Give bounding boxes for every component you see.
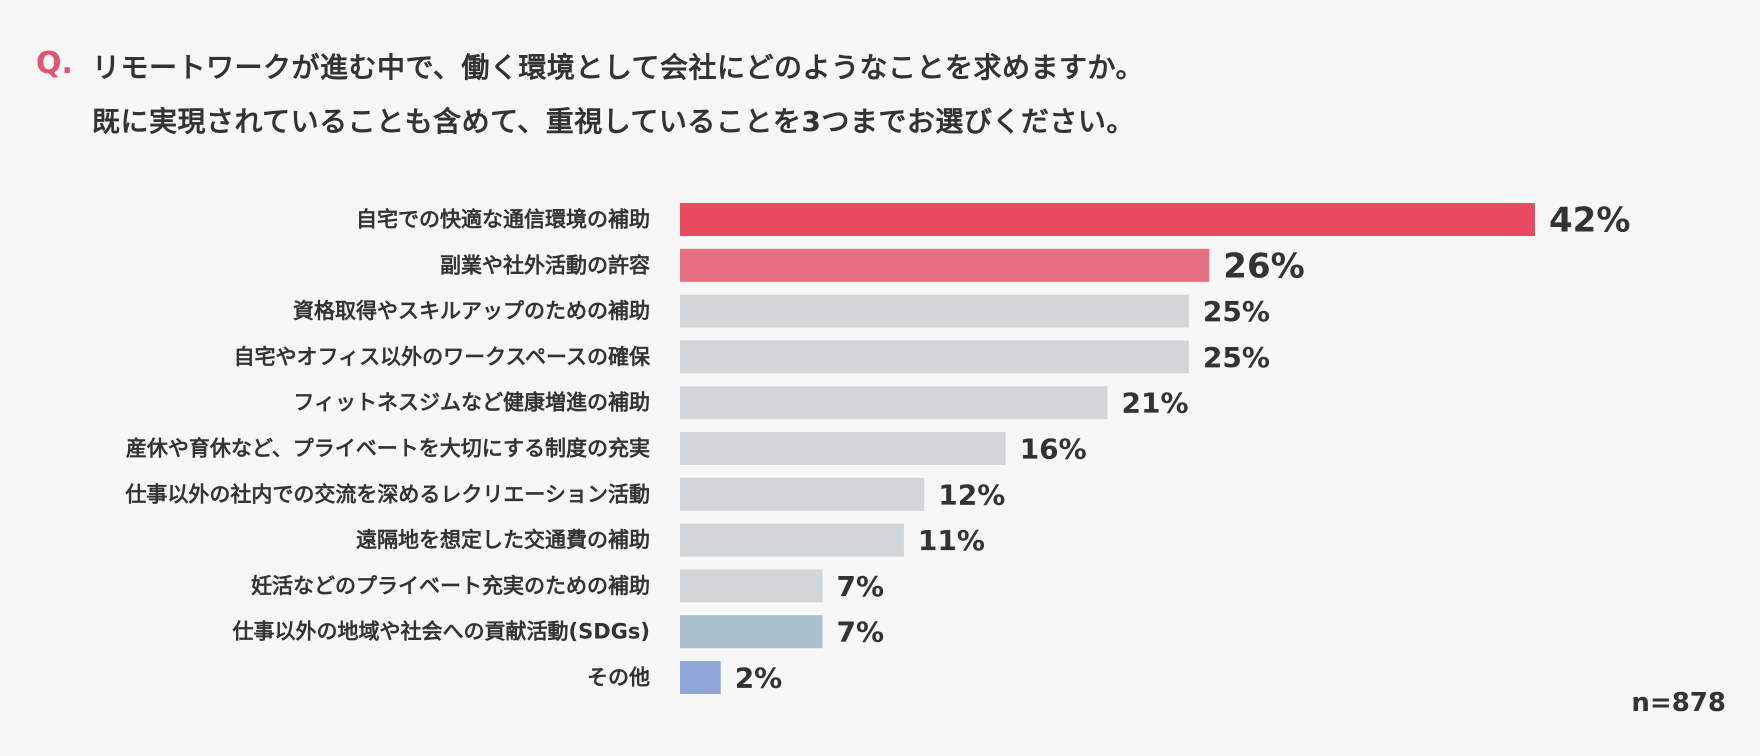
bar [680,569,823,603]
bar [680,248,1210,282]
category-label: フィットネスジムなど健康増進の補助 [293,391,650,415]
category-label: 仕事以外の社内での交流を深めるレクリエーション活動 [124,482,650,506]
sample-size-label: n=878 [1631,688,1726,718]
category-label: 副業や社外活動の許容 [440,253,650,277]
bar [680,432,1006,465]
value-label: 42% [1549,201,1630,241]
bar [680,203,1535,236]
bar [680,523,904,557]
category-label: 妊活などのプライベート充実のための補助 [251,574,650,598]
category-label: 資格取得やスキルアップのための補助 [293,299,650,323]
value-label: 11% [918,524,985,557]
bar [680,661,721,694]
value-label: 26% [1223,246,1304,286]
question-text-line-2: 既に実現されていることも含めて、重視していることを3つまでお選びください。 [92,105,1135,138]
question-mark: Q. [36,46,73,81]
value-label: 16% [1020,433,1087,466]
bar [680,294,1189,328]
category-label: 産休や育休など、プライベートを大切にする制度の充実 [126,437,650,461]
category-label: 遠隔地を想定した交通費の補助 [356,528,650,552]
value-label: 7% [837,616,885,649]
bar [680,340,1189,374]
bar [680,615,823,649]
value-label: 12% [938,478,1005,511]
value-label: 7% [837,570,885,603]
value-label: 25% [1203,295,1270,328]
bar [680,386,1108,420]
question-text-line-1: リモートワークが進む中で、働く環境として会社にどのようなことを求めますか。 [92,51,1144,84]
bar [680,477,925,511]
category-label: 仕事以外の地域や社会への貢献活動(SDGs) [232,620,651,644]
value-label: 2% [735,662,783,695]
category-label: 自宅やオフィス以外のワークスペースの確保 [234,345,651,369]
category-label: その他 [587,666,650,690]
value-label: 25% [1203,341,1270,374]
category-label: 自宅での快適な通信環境の補助 [356,208,650,232]
value-label: 21% [1122,387,1189,420]
